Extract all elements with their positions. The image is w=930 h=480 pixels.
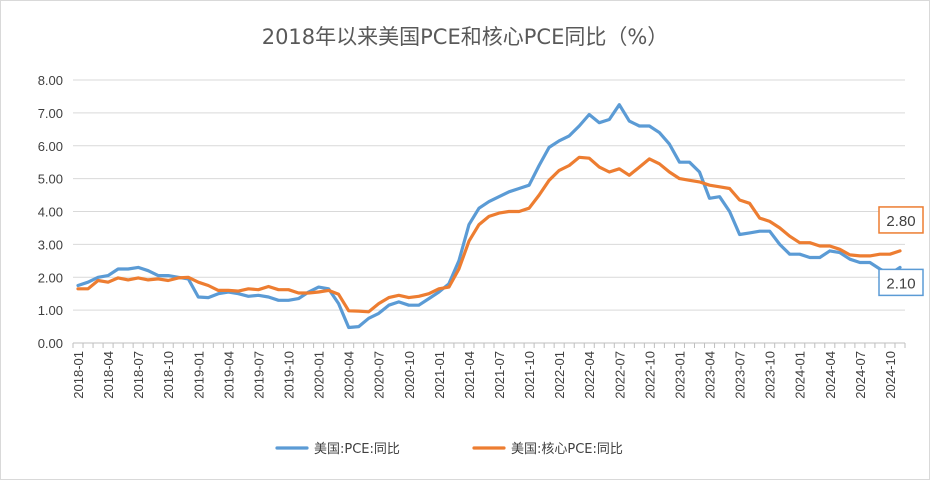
y-tick-label: 1.00 [38, 303, 63, 318]
x-tick-label: 2018-10 [161, 351, 176, 399]
x-axis: 2018-01 2018-04 2018-07 2018-10 2019-01 2019-… [71, 342, 906, 399]
x-tick-label: 2023-01 [672, 351, 687, 399]
y-tick-label: 7.00 [38, 106, 63, 121]
data-label: 2.10 [878, 268, 924, 297]
x-tick-label: 2021-04 [462, 351, 477, 399]
x-tick-label: 2021-10 [522, 351, 537, 399]
series-line-0 [76, 103, 902, 330]
legend: 美国:PCE:同比 美国:核心PCE:同比 [275, 442, 623, 457]
series-lines [76, 103, 902, 330]
series-line-1 [76, 155, 902, 314]
y-tick-label: 3.00 [38, 237, 63, 252]
y-tick-label: 4.00 [38, 205, 63, 220]
legend-item: 美国:核心PCE:同比 [472, 442, 623, 457]
x-tick-label: 2022-07 [612, 351, 627, 399]
x-tick-label: 2023-10 [763, 351, 778, 399]
x-tick-label: 2022-10 [642, 351, 657, 399]
data-label: 2.80 [878, 206, 924, 234]
x-tick-label: 2020-07 [372, 351, 387, 399]
x-tick-label: 2023-04 [703, 351, 718, 399]
x-tick-label: 2024-01 [793, 351, 808, 399]
chart-title: 2018年以来美国PCE和核心PCE同比（%） [262, 25, 669, 49]
x-tick-label: 2018-04 [101, 351, 116, 399]
x-tick-label: 2020-04 [342, 351, 357, 399]
x-tick-label: 2020-10 [402, 351, 417, 399]
x-tick-label: 2018-01 [71, 351, 86, 399]
x-tick-label: 2023-07 [733, 351, 748, 399]
y-tick-label: 2.00 [38, 270, 63, 285]
y-tick-label: 8.00 [38, 73, 63, 88]
x-tick-label: 2020-01 [312, 351, 327, 399]
data-label-text: 2.80 [886, 213, 915, 230]
x-tick-label: 2018-07 [131, 351, 146, 399]
x-tick-label: 2022-04 [582, 351, 597, 399]
legend-item: 美国:PCE:同比 [275, 442, 400, 457]
y-tick-label: 6.00 [38, 139, 63, 154]
annotations: 2.80 2.10 [878, 206, 924, 297]
legend-label: 美国:PCE:同比 [314, 442, 400, 457]
x-tick-label: 2022-01 [552, 351, 567, 399]
legend-label: 美国:核心PCE:同比 [511, 442, 623, 457]
x-tick-label: 2019-10 [282, 351, 297, 399]
x-tick-label: 2021-07 [492, 351, 507, 399]
y-axis: 0.00 1.00 2.00 3.00 4.00 5.00 6.00 7.00 8.00 [38, 73, 63, 351]
data-label-text: 2.10 [886, 275, 915, 292]
x-tick-label: 2021-01 [432, 351, 447, 399]
x-tick-label: 2019-04 [221, 351, 236, 399]
x-tick-label: 2019-01 [191, 351, 206, 399]
x-tick-label: 2024-07 [853, 351, 868, 399]
x-tick-label: 2019-07 [251, 351, 266, 399]
y-tick-label: 0.00 [38, 336, 63, 351]
x-tick-label: 2024-04 [823, 351, 838, 399]
x-tick-label: 2024-10 [883, 351, 898, 399]
data-label-box [878, 268, 924, 297]
data-label-box [878, 206, 924, 234]
y-tick-label: 5.00 [38, 172, 63, 187]
